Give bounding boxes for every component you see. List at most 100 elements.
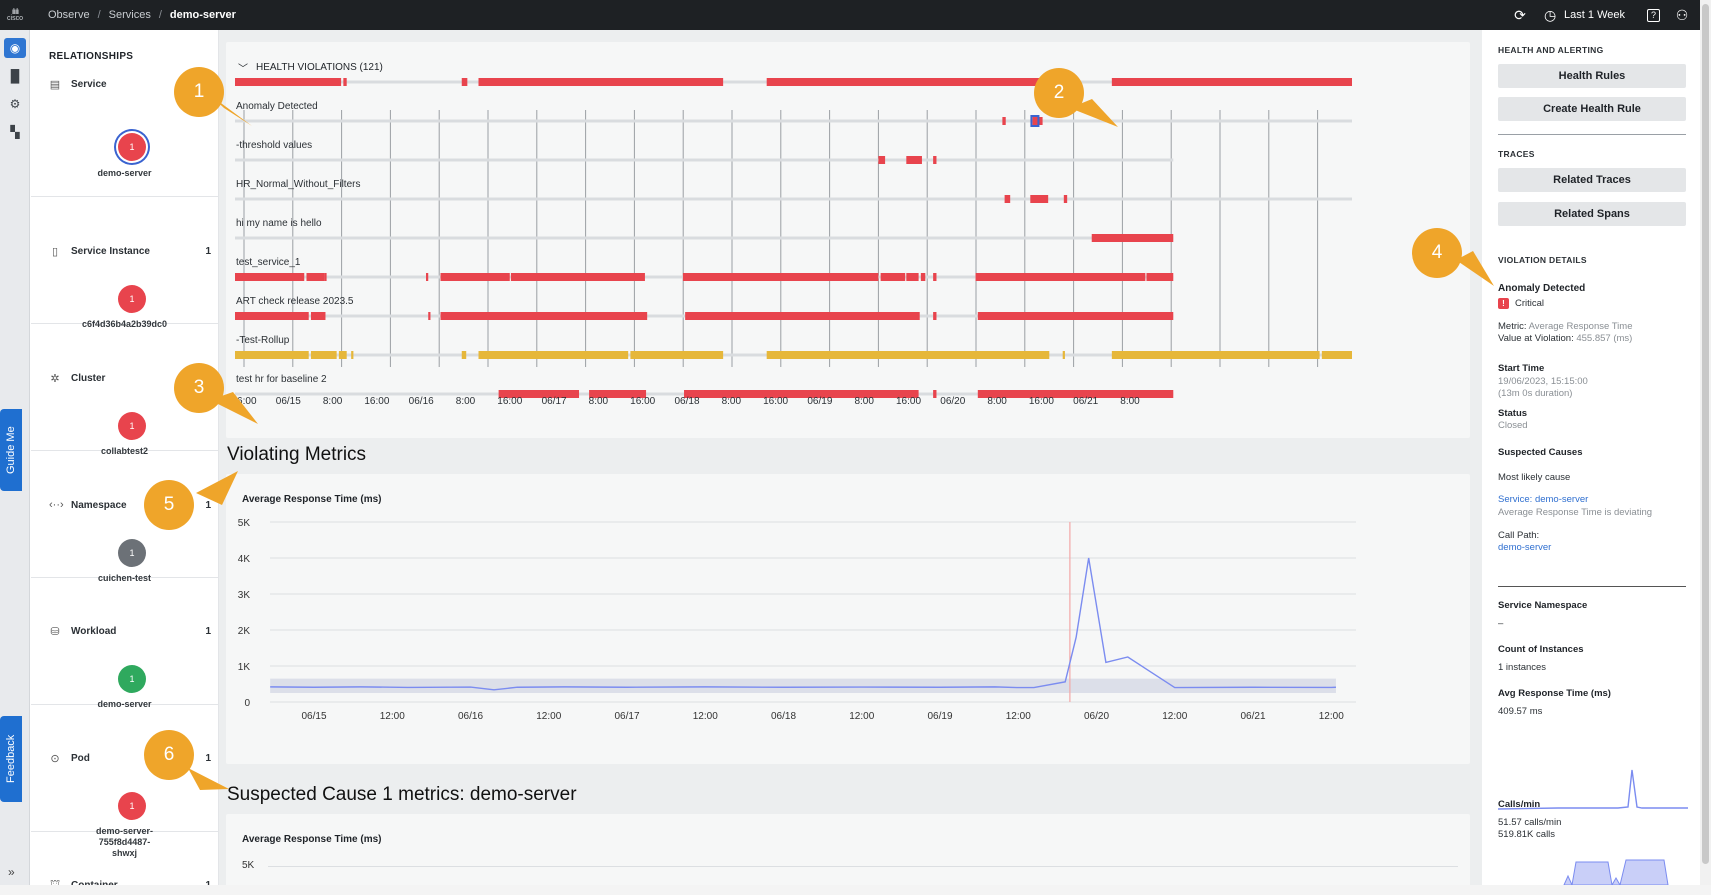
service-namespace-label: Service Namespace [1498,600,1588,611]
namespace-node[interactable]: 1 [118,539,146,567]
gear-icon[interactable]: ⚙ [9,97,21,111]
guide-me-tab[interactable]: Guide Me [0,409,22,491]
violation-segment [1004,195,1011,203]
violation-segment [461,78,468,86]
cause-service-link[interactable]: Service: demo-server [1498,494,1589,505]
x-tick-label: 12:00 [1006,711,1031,722]
violation-track [235,158,1174,162]
user-icon[interactable]: ⚇ [1675,6,1689,23]
timeline-tick-label: 16:00 [630,396,655,407]
help-icon[interactable]: ? [1647,8,1660,22]
violating-metrics-title: Violating Metrics [227,444,367,465]
create-health-rule-button[interactable]: Create Health Rule [1498,97,1686,121]
severity-label: Critical [1515,298,1545,309]
timeline-tick-label: 06/18 [674,396,699,407]
violation-segment [1030,195,1049,203]
main-content: Anomaly Detected -threshold values HR_Norm… [219,30,1482,885]
health-rules-button[interactable]: Health Rules [1498,64,1686,88]
y-tick-label: 3K [238,590,251,601]
average-response-time-chart[interactable]: 5K 4K 3K 2K 1K 0 06/15 12:00 06/16 12:00 06/17 12:0… [226,474,1470,764]
rel-section-container: ⛫Container 1 [31,832,218,891]
violation-segment [906,156,922,164]
expand-nav-icon[interactable]: » [8,865,15,879]
instance-count-value: 1 instances [1498,662,1547,673]
breadcrumb-services[interactable]: Services [108,9,151,21]
cisco-logo[interactable]: ılıılı cisco [0,0,30,30]
violation-row-label: HR_Normal_Without_Filters [236,179,360,190]
violation-segment [975,273,1146,281]
x-tick-label: 06/17 [614,711,639,722]
status-label: Status [1498,408,1528,419]
timeline-tick-label: 8:00 [722,396,742,407]
cluster-node[interactable]: 1 [118,412,146,440]
apps-icon[interactable]: ▚ [10,125,20,139]
x-tick-label: 06/16 [458,711,483,722]
violation-segment [426,273,429,281]
divider [1498,134,1686,135]
breadcrumb-observe[interactable]: Observe [48,9,90,21]
violation-row-label: test hr for baseline 2 [236,374,327,385]
violation-segment [685,312,920,320]
violation-segment [338,351,347,359]
callout-badge-2: 2 [1034,68,1084,118]
scrollbar-thumb[interactable] [1702,4,1709,864]
x-tick-label: 06/20 [1084,711,1109,722]
violation-segment [766,78,1050,86]
calls-per-min-label: Calls/min [1498,799,1541,810]
rel-section-header: ⛁ Workload 1 [49,625,211,638]
rel-section-label: Service Instance [71,246,150,257]
call-path-link[interactable]: demo-server [1498,542,1552,553]
y-tick-label: 5K [242,860,255,871]
x-tick-label: 12:00 [1162,711,1187,722]
calls-per-min-value: 51.57 calls/min [1498,817,1562,828]
rel-section-label: Pod [71,753,90,764]
callout-badge-4: 4 [1412,228,1462,278]
suspected-cause-chart-panel: Average Response Time (ms) 5K [226,814,1470,885]
status-value: Closed [1498,420,1528,431]
service-instance-node[interactable]: 1 [118,285,146,313]
violation-segment [498,390,580,398]
page-scrollbar[interactable] [1700,0,1711,885]
violation-row-label: -Test-Rollup [236,335,290,346]
violation-row-label: -threshold values [236,140,312,151]
service-icon: ▤ [49,79,61,91]
workload-node[interactable]: 1 [118,665,146,693]
pod-node[interactable]: 1 [118,792,146,820]
violation-segment [310,351,337,359]
value-row: Value at Violation: 455.857 (ms) [1498,333,1632,344]
callout-badge-5: 5 [144,480,194,530]
selected-violation-marker [1030,115,1040,127]
x-tick-label: 12:00 [536,711,561,722]
x-tick-label: 12:00 [380,711,405,722]
expected-range-band [270,678,1336,693]
time-range-picker[interactable]: ◷ Last 1 Week [1542,7,1625,23]
timeline-tick-label: 16:00 [1029,396,1054,407]
chart-icon[interactable]: ▐▌ [6,69,24,83]
health-violations-toggle[interactable]: ﹀ HEALTH VIOLATIONS (121) [238,60,383,75]
rel-section-count: 1 [205,499,211,511]
rel-section-pod: ⊙ Pod 1 1 demo-server-755f8d4487-shwxj [31,705,218,858]
right-details-panel: HEALTH AND ALERTING Health Rules Create … [1482,30,1700,885]
chevron-down-icon: ﹀ [238,64,248,75]
workload-icon: ⛁ [50,626,60,638]
violation-segment [684,390,919,398]
avg-response-label: Avg Response Time (ms) [1498,688,1611,699]
timeline-tick-label: 06/16 [409,396,434,407]
violation-segment [478,78,724,86]
eye-icon[interactable]: ◉ [4,38,26,58]
related-spans-button[interactable]: Related Spans [1498,202,1686,226]
y-tick-label: 5K [238,518,251,529]
health-violations-timeline: Anomaly Detected -threshold values HR_Norm… [231,78,1352,407]
timeline-tick-label: 16:00 [231,396,256,407]
chart-title: Average Response Time (ms) [242,834,382,845]
x-tick-label: 06/21 [1240,711,1265,722]
cause-description: Average Response Time is deviating [1498,507,1653,518]
related-traces-button[interactable]: Related Traces [1498,168,1686,192]
gridline [268,866,1458,867]
service-node[interactable]: 1 [118,133,146,161]
service-instance-node-label: c6f4d36b4a2b39dc0 [81,319,168,329]
refresh-icon[interactable]: ⟳ [1514,6,1526,23]
timeline-tick-label: 16:00 [497,396,522,407]
feedback-tab[interactable]: Feedback [0,716,22,802]
violation-segment [310,312,326,320]
